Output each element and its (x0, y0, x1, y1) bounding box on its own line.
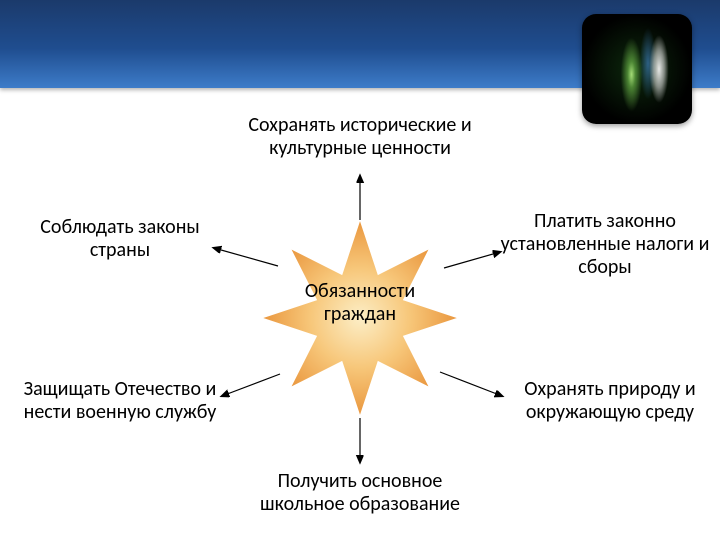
corner-decorative-image (582, 14, 692, 124)
node-top-right: Платить законно установленные налоги и с… (500, 210, 710, 279)
node-bottom-left: Защищать Отечество и нести военную служб… (10, 378, 230, 424)
node-top: Сохранять исторические и культурные ценн… (235, 114, 485, 160)
center-label-line1: Обязанности (260, 280, 460, 303)
center-label-line2: граждан (260, 303, 460, 326)
node-top-left: Соблюдать законы страны (20, 216, 220, 262)
node-bottom-right: Охранять природу и окружающую среду (510, 378, 710, 424)
center-label: Обязанности граждан (260, 280, 460, 326)
node-bottom: Получить основное школьное образование (235, 470, 485, 516)
